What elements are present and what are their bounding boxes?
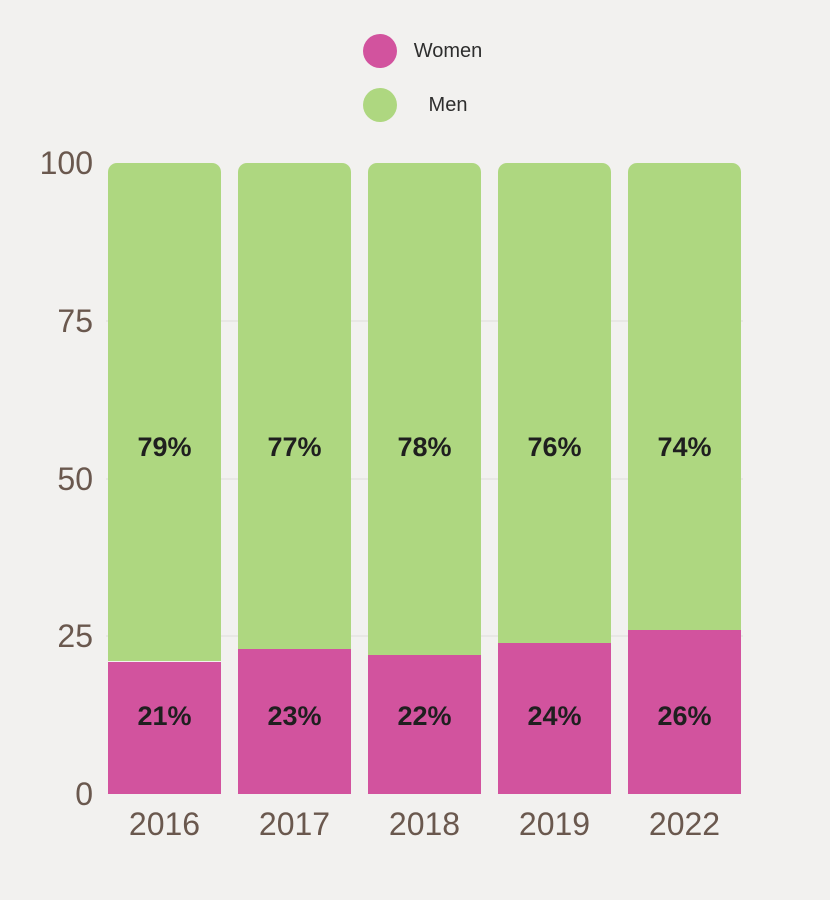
x-tick-2017: 2017 [258,806,331,842]
bar-segment-men-2016 [108,163,221,662]
y-tick-100: 100 [39,145,93,181]
bar-value-label-women-2018: 22% [397,701,452,731]
bar-segment-women-2016 [108,661,221,794]
bar-2018 [368,163,481,794]
bar-segment-men-2019 [498,163,611,643]
x-tick-2019: 2019 [518,806,591,842]
bar-segment-women-2022 [628,629,741,794]
bar-value-label-men-2017: 77% [267,432,322,462]
x-tick-2016: 2016 [128,806,201,842]
bar-value-label-men-2018: 78% [397,432,452,462]
bar-segment-men-2018 [368,163,481,656]
bar-value-label-women-2017: 23% [267,701,322,731]
bar-2022 [628,163,741,794]
legend-swatch-men [363,88,397,122]
bar-value-label-men-2019: 76% [527,432,582,462]
legend-swatch-women [363,34,397,68]
x-tick-2022: 2022 [648,806,721,842]
bar-segment-women-2019 [498,642,611,794]
x-tick-2018: 2018 [388,806,461,842]
bar-value-label-men-2016: 79% [137,432,192,462]
bar-segment-women-2017 [238,648,351,794]
legend-label-women: Women [413,40,483,62]
bar-value-label-women-2022: 26% [657,701,712,731]
y-tick-0: 0 [75,776,93,812]
bar-segment-men-2017 [238,163,351,649]
bar-2017 [238,163,351,794]
bar-2016 [108,163,221,794]
bar-segment-men-2022 [628,163,741,630]
bar-value-label-women-2019: 24% [527,701,582,731]
legend-label-men: Men [428,94,468,116]
bar-segment-women-2018 [368,655,481,794]
y-tick-50: 50 [57,460,93,497]
bar-value-label-women-2016: 21% [137,701,192,731]
bar-value-label-men-2022: 74% [657,432,712,462]
bar-2019 [498,163,611,794]
y-tick-75: 75 [57,302,93,339]
y-tick-25: 25 [57,618,93,655]
